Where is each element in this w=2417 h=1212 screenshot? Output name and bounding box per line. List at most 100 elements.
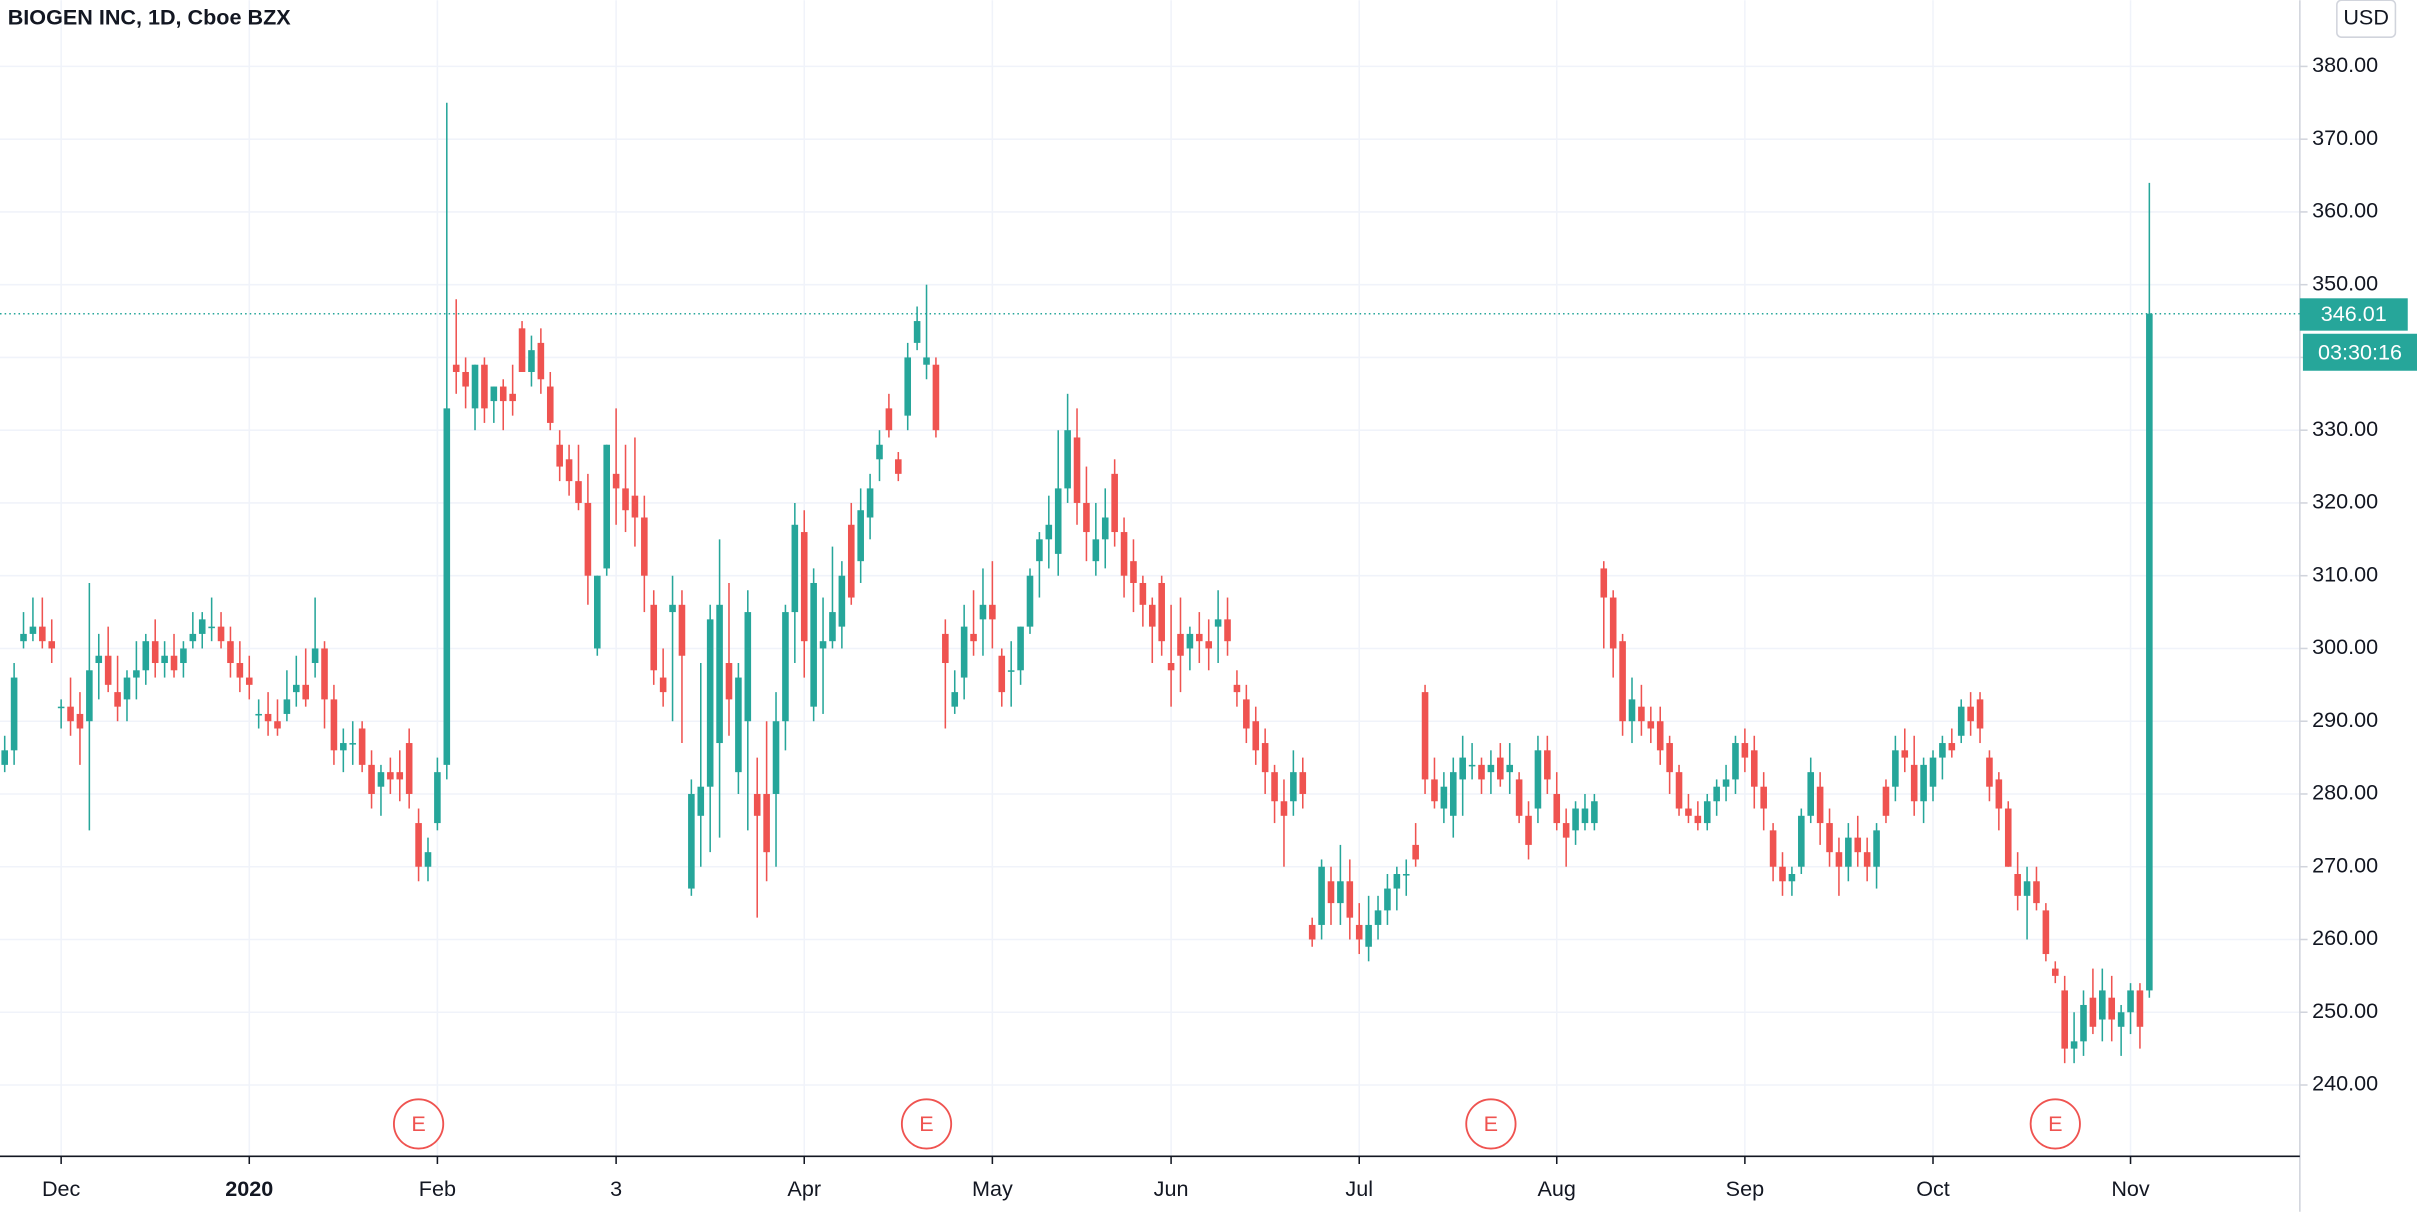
candle-body (57, 706, 65, 709)
candle-body (1685, 808, 1692, 816)
last-price-label: 346.01 (2321, 301, 2387, 326)
candle-body (1384, 888, 1391, 911)
candle-body (198, 619, 206, 634)
candle-body (462, 371, 469, 387)
candle-body (2136, 990, 2144, 1027)
candle-body (735, 677, 742, 773)
earnings-marker[interactable]: E (2029, 1098, 2081, 1150)
candle-body (1196, 633, 1203, 642)
candle-body (913, 321, 921, 343)
candle-body (1779, 866, 1786, 882)
candle-body (1591, 801, 1598, 824)
candle-body (1920, 764, 1927, 802)
candle-body (1214, 619, 1222, 627)
candle-body (1713, 786, 1720, 802)
candle-body (1421, 692, 1429, 780)
candle-body (1355, 924, 1363, 940)
candle-body (1798, 815, 1805, 867)
candle-body (819, 641, 827, 649)
candle-body (1497, 757, 1504, 780)
candle-body (1431, 779, 1438, 802)
earnings-circle (2029, 1098, 2081, 1150)
candle-body (998, 655, 1006, 693)
candle-body (932, 364, 940, 431)
candle-body (989, 604, 996, 620)
y-tick-label: 360.00 (2312, 198, 2378, 223)
candle-body (669, 604, 676, 613)
candle-body (1722, 779, 1730, 787)
x-tick-label: Jul (1345, 1176, 1373, 1201)
x-tick-label: Sep (1726, 1176, 1764, 1201)
candle-body (1327, 881, 1335, 904)
candle-body (631, 495, 639, 518)
candle-body (170, 655, 178, 671)
candle-body (123, 677, 131, 700)
candle-body (133, 670, 140, 678)
candle-body (302, 684, 309, 700)
candle-body (76, 713, 84, 729)
candle-body (688, 793, 695, 889)
candle-body (180, 648, 187, 664)
candle-body (1910, 764, 1918, 802)
candle-body (1449, 772, 1457, 816)
candle-body (1280, 801, 1288, 816)
candle-body (565, 459, 573, 482)
y-tick-label: 330.00 (2312, 416, 2378, 441)
earnings-marker[interactable]: E (392, 1098, 445, 1150)
candle-body (650, 604, 658, 671)
candle-body (575, 481, 582, 503)
candle-body (546, 386, 554, 423)
candle-body (838, 575, 846, 627)
candle-body (1007, 670, 1015, 672)
candle-body (603, 444, 611, 569)
candle-body (904, 357, 912, 416)
candle-body (1064, 430, 1071, 489)
candle-body (2061, 990, 2068, 1049)
candle-body (293, 684, 300, 693)
candle-body (387, 772, 394, 780)
candle-body (951, 692, 959, 707)
currency-box[interactable] (2336, 0, 2397, 38)
candle-body (424, 852, 432, 867)
candle-body (1732, 743, 1739, 780)
candle-body (1148, 604, 1156, 627)
candle-body (528, 350, 535, 372)
candle-body (1186, 633, 1194, 649)
candle-body (1092, 539, 1100, 562)
currency-label[interactable]: USD (2343, 4, 2389, 29)
candle-body (1111, 473, 1118, 533)
earnings-marker[interactable]: E (900, 1098, 953, 1150)
candle-body (612, 473, 620, 489)
candle-body (255, 713, 262, 716)
candle-body (1534, 750, 1542, 809)
candle-body (1553, 793, 1561, 824)
candle-body (1525, 815, 1532, 845)
candle-body (1026, 575, 1034, 627)
x-tick-label: Jun (1154, 1176, 1189, 1201)
y-tick-label: 280.00 (2312, 780, 2378, 805)
earnings-label: E (919, 1111, 933, 1136)
candle-body (509, 393, 516, 402)
candle-body (358, 728, 366, 765)
x-tick-label: 2020 (225, 1176, 273, 1201)
candle-body (782, 612, 789, 722)
x-tick-label: Apr (787, 1176, 821, 1201)
candle-body (970, 633, 977, 642)
candle-body (471, 364, 479, 409)
candle-body (716, 604, 723, 744)
candle-body (48, 641, 56, 649)
candle-body (2033, 881, 2040, 904)
candle-body (1995, 779, 2003, 809)
x-tick-label: 3 (610, 1176, 622, 1201)
earnings-circle (900, 1098, 953, 1150)
candle-body (584, 502, 592, 576)
candle-body (1656, 721, 1664, 751)
candle-body (1083, 502, 1090, 533)
y-tick-label: 320.00 (2312, 489, 2378, 514)
candle-body (1609, 597, 1617, 649)
candle-body (1581, 808, 1589, 824)
earnings-marker[interactable]: E (1465, 1098, 1517, 1150)
candle-body (1760, 786, 1767, 809)
candle-body (95, 655, 103, 664)
